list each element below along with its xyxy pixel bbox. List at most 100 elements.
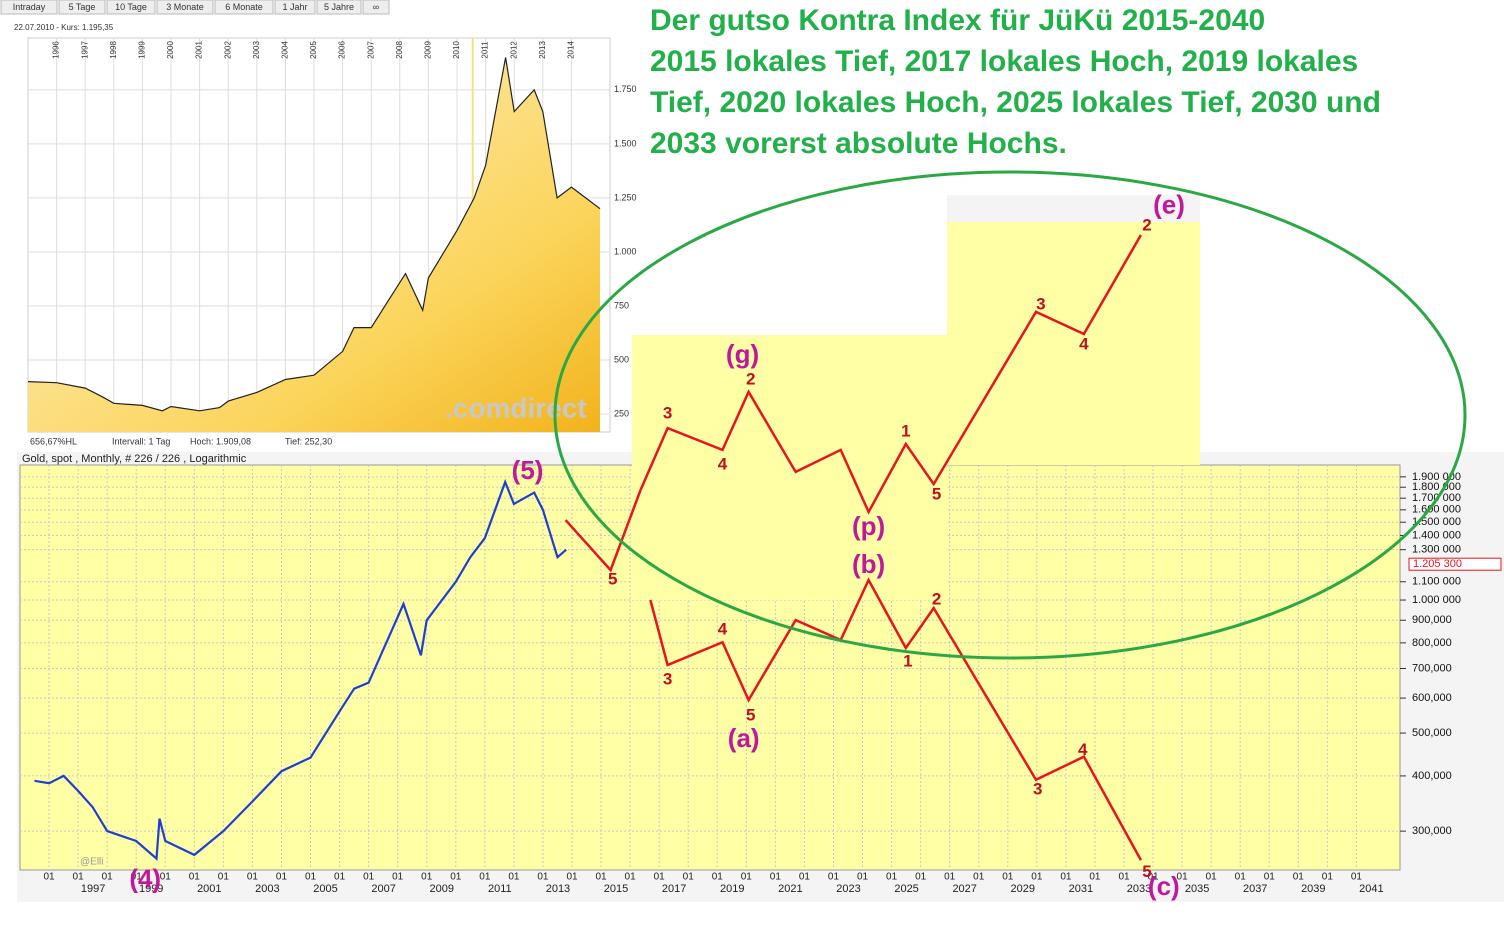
area-line [27,57,601,412]
tab [58,0,106,15]
x-tick-label: 01 [741,872,753,883]
projection-line [564,489,642,573]
tab [274,0,316,15]
headline: Der gutso Kontra Index für JüKü 2015-204… [650,4,1381,160]
x-tick-label: 01 [1002,872,1014,883]
y-tick-label: 1.000 000 [1412,594,1461,606]
year-label: 2035 [1185,883,1209,895]
y-tick-label: 300,000 [1412,825,1452,837]
wave-label: (5) [512,455,544,485]
wave-label: 2 [932,590,941,609]
year-label: 2041 [1359,883,1383,895]
x-tick-label: 2007 [366,41,375,59]
x-tick-label: 01 [508,872,520,883]
x-tick-label: 2014 [567,41,576,59]
tab-label: 1 Jahr [282,2,307,12]
year-label: 2021 [778,883,802,895]
wave-label: (a) [728,723,760,753]
area-fill [28,57,600,432]
x-tick-label: 01 [886,872,898,883]
bottom-chart: Gold, spot , Monthly, # 226 / 226 , Loga… [17,170,1504,902]
x-tick-label: 2012 [509,41,518,59]
x-tick-label: 01 [944,872,956,883]
year-label: 2033 [1127,883,1151,895]
tab [316,0,362,15]
watermark: .comdirect [445,392,587,423]
x-tick-label: 2006 [338,41,347,59]
x-tick-label: 01 [363,872,375,883]
x-tick-label: 01 [595,872,607,883]
year-label: 2031 [1069,883,1093,895]
year-label: 2037 [1243,883,1267,895]
year-label: 2013 [546,883,570,895]
x-tick-label: 01 [334,872,346,883]
x-tick-label: 01 [73,872,85,883]
y-tick-label: 1.500 [614,138,637,148]
year-label: 2015 [604,883,628,895]
x-tick-label: 01 [189,872,201,883]
x-tick-label: 01 [1264,872,1276,883]
y-tick-label: 1.250 [614,192,637,202]
wave-label: 2 [1142,216,1151,235]
headline-line: 2033 vorerst absolute Hochs. [650,127,1067,160]
x-tick-label: 2004 [281,41,290,59]
tab-label: ∞ [373,2,379,12]
wave-label: 3 [663,670,672,689]
x-tick-label: 01 [1089,872,1101,883]
wave-label: 5 [932,484,941,503]
year-label: 2023 [836,883,860,895]
x-tick-label: 01 [712,872,724,883]
x-tick-label: 01 [421,872,433,883]
x-tick-label: 01 [857,872,869,883]
x-tick-label: 2003 [252,41,261,59]
tab-label: 6 Monate [225,2,263,12]
wave-label: (c) [1148,871,1180,901]
x-tick-label: 01 [276,872,288,883]
x-tick-label: 1997 [80,41,89,59]
year-label: 2005 [313,883,337,895]
projection-line [649,577,1142,861]
x-tick-label: 2005 [309,41,318,59]
y-tick-label: 750 [614,300,629,310]
overlay-strip [947,195,1200,222]
tab-label: 3 Monate [166,2,204,12]
headline-line: Der gutso Kontra Index für JüKü 2015-204… [650,4,1265,37]
year-label: 2001 [197,883,221,895]
x-tick-label: 01 [625,872,637,883]
x-tick-label: 01 [392,872,404,883]
x-tick-label: 2011 [481,41,490,59]
x-tick-label: 01 [1322,872,1334,883]
watermark: @Elli [80,857,104,868]
x-tick-label: 01 [1177,872,1189,883]
tab [362,0,390,15]
overlay-panel [632,335,947,600]
x-tick-label: 01 [479,872,491,883]
headline-line: Tief, 2020 lokales Hoch, 2025 lokales Ti… [650,86,1381,119]
wave-label: 5 [1142,862,1151,881]
year-label: 2019 [720,883,744,895]
wave-label: 4 [1079,335,1089,354]
wave-label: (4) [129,863,161,893]
y-tick-label: 1.600 000 [1412,504,1461,516]
x-tick-label: 01 [1293,872,1305,883]
wave-label: 1 [901,422,910,441]
wave-label: 4 [718,454,728,473]
highlight-ellipse [553,170,1467,660]
x-tick-label: 01 [1031,872,1043,883]
wave-label: 3 [1033,779,1042,798]
price-line [34,478,567,861]
year-label: 1999 [139,883,163,895]
x-tick-label: 01 [683,872,695,883]
wave-label: 5 [746,706,755,725]
x-tick-label: 01 [799,872,811,883]
x-tick-label: 01 [828,872,840,883]
chart-title: Gold, spot , Monthly, # 226 / 226 , Loga… [22,453,247,465]
y-tick-label: 1.500 000 [1412,516,1461,528]
wave-label: (g) [726,339,759,369]
year-label: 2009 [429,883,453,895]
x-tick-label: 2013 [538,41,547,59]
tab [214,0,274,15]
tab [0,0,58,15]
y-tick-label: 900,000 [1412,614,1452,626]
y-tick-label: 400,000 [1412,770,1452,782]
